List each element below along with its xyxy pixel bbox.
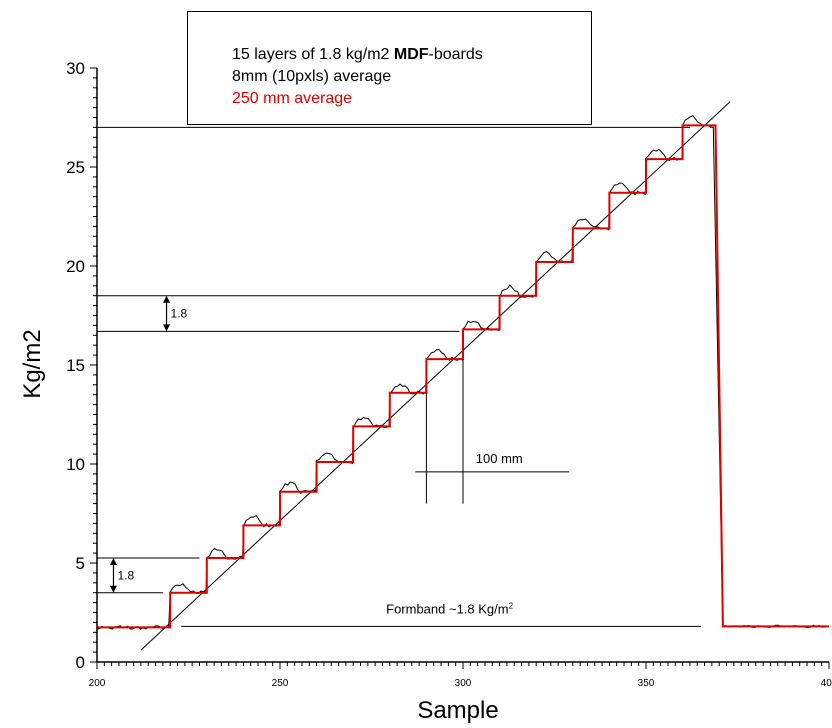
series-group xyxy=(96,114,829,630)
axes-group: 200 250 300 350 400 0 5 10 15 20 25 30 xyxy=(66,59,832,689)
legend-line-1-bold: MDF xyxy=(393,46,429,63)
x-tick-label: 400 xyxy=(821,678,832,689)
x-tick-label: 200 xyxy=(89,678,106,689)
series-250mm-line xyxy=(97,124,829,629)
formband-label: Formband ~1.8 Kg/m2 xyxy=(386,601,513,616)
legend-line-1-suffix: -boards xyxy=(428,46,483,63)
y-axis-label: Kg/m2 xyxy=(19,329,46,398)
y-tick-label: 25 xyxy=(66,158,85,177)
legend-line-1: 15 layers of 1.8 kg/m2 MDF-boards xyxy=(232,46,483,64)
x-axis-label: Sample xyxy=(417,697,498,724)
lower-step-arrow-label: 1.8 xyxy=(117,568,134,582)
lower-step-arrow-head-up xyxy=(109,558,117,566)
annotations-group: 1.8 1.8 100 mm Formband ~1.8 Kg/m2 xyxy=(109,295,570,616)
width-marker-label: 100 mm xyxy=(476,451,523,466)
y-tick-label: 30 xyxy=(66,59,85,78)
diagonal-reference-line xyxy=(140,101,731,651)
upper-step-arrow-head-down xyxy=(163,324,171,332)
lower-step-arrow-head-down xyxy=(109,585,117,593)
legend-line-3: 250 mm average xyxy=(232,90,353,107)
x-tick-label: 350 xyxy=(638,678,655,689)
upper-step-arrow-label: 1.8 xyxy=(171,307,188,321)
y-tick-label: 20 xyxy=(66,257,85,276)
x-tick-label: 250 xyxy=(272,678,289,689)
y-tick-label: 15 xyxy=(66,356,85,375)
y-tick-label: 5 xyxy=(76,554,85,573)
legend-line-1-prefix: 15 layers of 1.8 kg/m2 xyxy=(232,46,394,63)
reference-lines xyxy=(97,101,731,651)
legend-box: 15 layers of 1.8 kg/m2 MDF-boards 8mm (1… xyxy=(187,11,592,125)
y-tick-label: 10 xyxy=(66,455,85,474)
y-tick-label: 0 xyxy=(76,653,85,672)
formband-label-superscript: 2 xyxy=(509,601,514,610)
upper-step-arrow-head-up xyxy=(163,295,171,303)
x-tick-label: 300 xyxy=(455,678,472,689)
legend-line-2: 8mm (10pxls) average xyxy=(232,68,392,85)
